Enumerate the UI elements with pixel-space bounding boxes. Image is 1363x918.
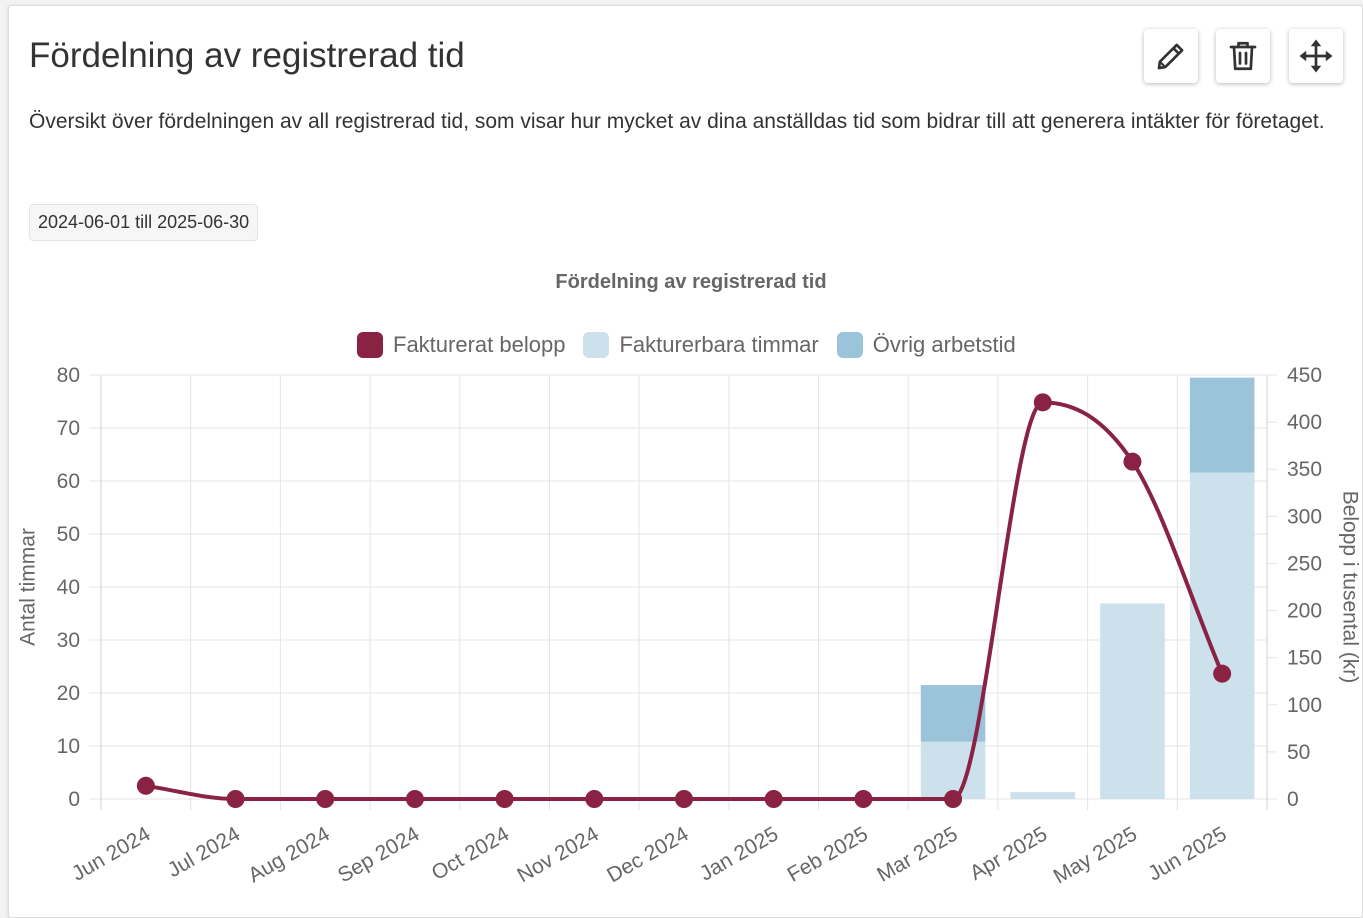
x-tick-label: Mar 2025	[873, 822, 961, 886]
x-tick-label: Feb 2025	[784, 822, 872, 886]
date-range-badge: 2024-06-01 till 2025-06-30	[29, 204, 259, 241]
bars	[920, 377, 1255, 799]
bar-ovrig-arbetstid	[1189, 377, 1255, 473]
legend-label: Fakturerbara timmar	[619, 332, 819, 357]
chart-canvas: 0 10 20 30 40 50 60 70 80 0 50 100 150 200 250 300 350 40…	[17, 364, 1362, 888]
point-fakturerat-belopp	[226, 790, 245, 808]
y2-tick-label: 0	[1287, 788, 1299, 811]
chart-title: Fördelning av registrerad tid	[555, 271, 827, 293]
x-tick-label: Aug 2024	[244, 822, 334, 887]
distribution-card: Fördelning av registrerad tid	[8, 5, 1363, 918]
y2-tick-label: 250	[1287, 552, 1322, 575]
x-tick-label: Dec 2024	[603, 822, 693, 887]
edit-button[interactable]	[1144, 29, 1198, 83]
x-tick-label: Jun 2025	[1144, 822, 1230, 885]
bar-fakturerbara-timmar	[1100, 603, 1165, 799]
y2-tick-label: 150	[1287, 647, 1322, 670]
point-fakturerat-belopp	[1123, 452, 1142, 471]
bar-fakturerbara-timmar	[920, 741, 986, 799]
move-button[interactable]	[1289, 29, 1343, 83]
legend-swatch	[583, 332, 610, 358]
x-tick-label: Nov 2024	[513, 822, 603, 887]
x-tick-label: May 2025	[1050, 822, 1141, 888]
line-fakturerat-belopp	[145, 400, 1224, 802]
chart-legend: Fakturerat belopp Fakturerbara timmar Öv…	[357, 332, 1016, 358]
x-tick-label: Oct 2024	[428, 822, 514, 885]
x-tick-label: Jan 2025	[696, 822, 782, 885]
y2-tick-label: 400	[1287, 411, 1322, 434]
point-fakturerat-belopp	[316, 790, 335, 808]
point-fakturerat-belopp	[764, 790, 783, 808]
point-fakturerat-belopp	[405, 790, 424, 808]
trash-icon	[1229, 41, 1257, 71]
legend-swatch	[836, 332, 863, 358]
grid	[89, 374, 1277, 810]
y-tick-label: 10	[57, 735, 80, 758]
point-fakturerat-belopp	[944, 790, 963, 808]
point-fakturerat-belopp	[495, 790, 514, 808]
point-fakturerat-belopp	[1033, 393, 1052, 412]
point-fakturerat-belopp	[1213, 664, 1232, 683]
y-tick-label: 0	[68, 788, 80, 811]
legend-item-ovrig-arbetstid[interactable]: Övrig arbetstid	[836, 332, 1016, 358]
x-tick-label: Sep 2024	[334, 822, 424, 887]
y-tick-label: 70	[57, 417, 80, 440]
y2-tick-label: 100	[1287, 694, 1322, 717]
card-description: Översikt över fördelningen av all regist…	[29, 110, 1325, 133]
x-tick-label: Jun 2024	[68, 822, 155, 885]
delete-button[interactable]	[1216, 29, 1270, 83]
point-fakturerat-belopp	[675, 790, 693, 808]
x-tick-label: Jul 2024	[164, 822, 245, 882]
legend-label: Övrig arbetstid	[872, 332, 1016, 357]
y-tick-label: 20	[57, 682, 80, 705]
move-icon	[1299, 39, 1333, 73]
y2-tick-label: 300	[1287, 505, 1322, 528]
legend-item-fakturerbara-timmar[interactable]: Fakturerbara timmar	[583, 332, 819, 358]
y2-tick-label: 350	[1287, 458, 1322, 481]
pencil-icon	[1157, 43, 1184, 70]
y-tick-label: 80	[57, 364, 80, 387]
card-title: Fördelning av registrerad tid	[29, 36, 465, 75]
y2-tick-label: 450	[1287, 364, 1322, 387]
legend-swatch	[357, 332, 383, 358]
line-series	[136, 393, 1232, 808]
legend-item-fakturerat-belopp[interactable]: Fakturerat belopp	[357, 332, 565, 358]
y2-tick-label: 200	[1287, 600, 1322, 623]
y2-axis-title: Belopp i tusental (kr)	[1339, 491, 1362, 684]
x-tick-label: Apr 2025	[966, 822, 1051, 885]
point-fakturerat-belopp	[854, 790, 873, 808]
y-tick-label: 60	[57, 470, 80, 493]
y-tick-label: 30	[57, 629, 80, 652]
point-fakturerat-belopp	[585, 790, 604, 808]
y-tick-label: 50	[57, 523, 80, 546]
bar-fakturerbara-timmar	[1010, 792, 1076, 799]
y-tick-label: 40	[57, 576, 80, 599]
bar-fakturerbara-timmar	[1189, 472, 1255, 799]
legend-label: Fakturerat belopp	[393, 332, 566, 357]
point-fakturerat-belopp	[136, 776, 155, 795]
y2-tick-label: 50	[1287, 741, 1310, 764]
y-axis-title: Antal timmar	[17, 528, 40, 646]
